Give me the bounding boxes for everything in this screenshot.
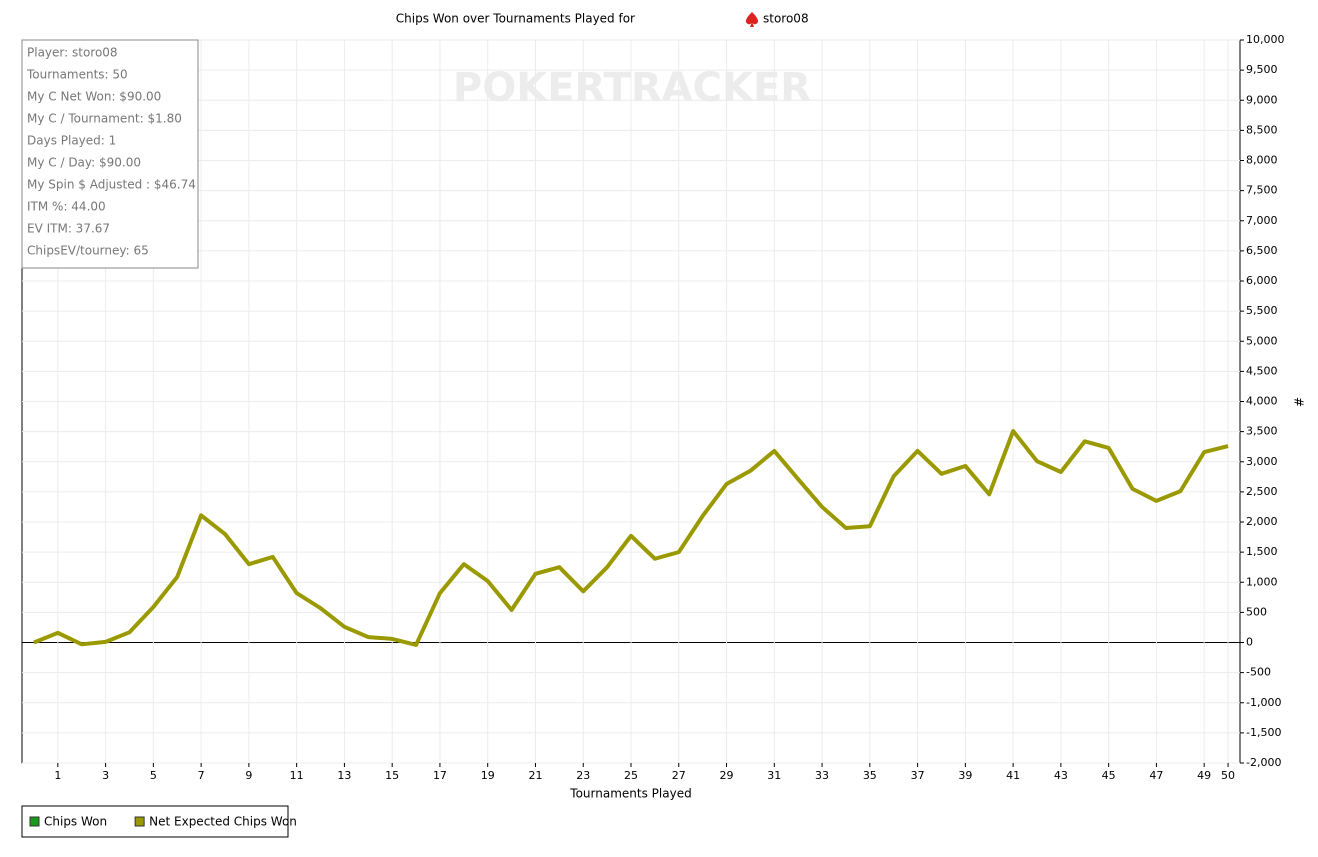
watermark: POKERTRACKER (453, 65, 811, 111)
legend-swatch (134, 816, 145, 827)
x-tick-label: 49 (1197, 769, 1211, 782)
stat-line: My Spin $ Adjusted : $46.74 (27, 178, 196, 192)
y-tick-label: 9,500 (1246, 63, 1278, 76)
y-tick-label: 1,000 (1246, 575, 1278, 588)
y-tick-label: -2,000 (1246, 756, 1281, 769)
y-tick-label: 10,000 (1246, 33, 1285, 46)
y-tick-label: 4,000 (1246, 395, 1278, 408)
stats-box (21, 39, 199, 269)
y-tick-label: -500 (1246, 666, 1271, 679)
x-tick-label: 37 (911, 769, 925, 782)
y-tick-label: 7,000 (1246, 214, 1278, 227)
x-tick-label: 11 (290, 769, 304, 782)
spade-icon (745, 12, 759, 27)
y-tick-label: 3,500 (1246, 425, 1278, 438)
y-tick-label: 2,500 (1246, 485, 1278, 498)
legend-label: Chips Won (44, 815, 107, 829)
x-tick-label: 23 (576, 769, 590, 782)
y-tick-label: 9,000 (1246, 93, 1278, 106)
stat-line: Days Played: 1 (27, 134, 116, 148)
legend-swatch (29, 816, 40, 827)
chart-title: Chips Won over Tournaments Played for (396, 12, 635, 26)
x-tick-label: 1 (54, 769, 61, 782)
x-tick-label: 47 (1149, 769, 1163, 782)
y-tick-label: 5,500 (1246, 304, 1278, 317)
x-tick-label: 19 (481, 769, 495, 782)
stat-line: My C / Tournament: $1.80 (27, 112, 182, 126)
y-tick-label: 6,000 (1246, 274, 1278, 287)
x-tick-label: 9 (245, 769, 252, 782)
x-tick-label: 41 (1006, 769, 1020, 782)
x-tick-label: 45 (1102, 769, 1116, 782)
y-tick-label: 3,000 (1246, 455, 1278, 468)
legend-label: Net Expected Chips Won (149, 815, 297, 829)
stat-line: EV ITM: 37.67 (27, 222, 110, 236)
y-tick-label: 8,500 (1246, 123, 1278, 136)
y-tick-label: 500 (1246, 605, 1267, 618)
y-tick-label: 1,500 (1246, 545, 1278, 558)
stat-line: My C / Day: $90.00 (27, 156, 141, 170)
stat-line: My C Net Won: $90.00 (27, 90, 161, 104)
x-tick-label: 27 (672, 769, 686, 782)
x-tick-label: 31 (767, 769, 781, 782)
x-tick-label: 7 (198, 769, 205, 782)
stat-line: Player: storo08 (27, 46, 118, 60)
legend (21, 805, 289, 838)
y-tick-label: -1,000 (1246, 696, 1281, 709)
y-tick-label: 0 (1246, 636, 1253, 649)
y-tick-label: 6,500 (1246, 244, 1278, 257)
x-tick-label: 35 (863, 769, 877, 782)
y-tick-label: 5,000 (1246, 334, 1278, 347)
x-tick-label: 21 (528, 769, 542, 782)
y-tick-label: 2,000 (1246, 515, 1278, 528)
x-tick-label: 5 (150, 769, 157, 782)
stat-line: Tournaments: 50 (26, 68, 128, 82)
x-tick-label: 29 (720, 769, 734, 782)
x-tick-label: 33 (815, 769, 829, 782)
stat-line: ChipsEV/tourney: 65 (27, 244, 149, 258)
y-tick-label: -1,500 (1246, 726, 1281, 739)
x-tick-label: 13 (337, 769, 351, 782)
y-tick-label: 8,000 (1246, 154, 1278, 167)
x-tick-label: 17 (433, 769, 447, 782)
x-tick-label: 3 (102, 769, 109, 782)
x-tick-label: 43 (1054, 769, 1068, 782)
player-name: storo08 (763, 12, 809, 26)
x-tick-label: 39 (958, 769, 972, 782)
x-tick-label: 50 (1221, 769, 1235, 782)
x-axis-label: Tournaments Played (569, 787, 691, 801)
stat-line: ITM %: 44.00 (27, 200, 106, 214)
x-tick-label: 15 (385, 769, 399, 782)
data-line (33, 429, 1229, 647)
y-tick-label: 7,500 (1246, 184, 1278, 197)
y-tick-label: 4,500 (1246, 364, 1278, 377)
y-axis-label: # (1292, 397, 1306, 407)
x-tick-label: 25 (624, 769, 638, 782)
